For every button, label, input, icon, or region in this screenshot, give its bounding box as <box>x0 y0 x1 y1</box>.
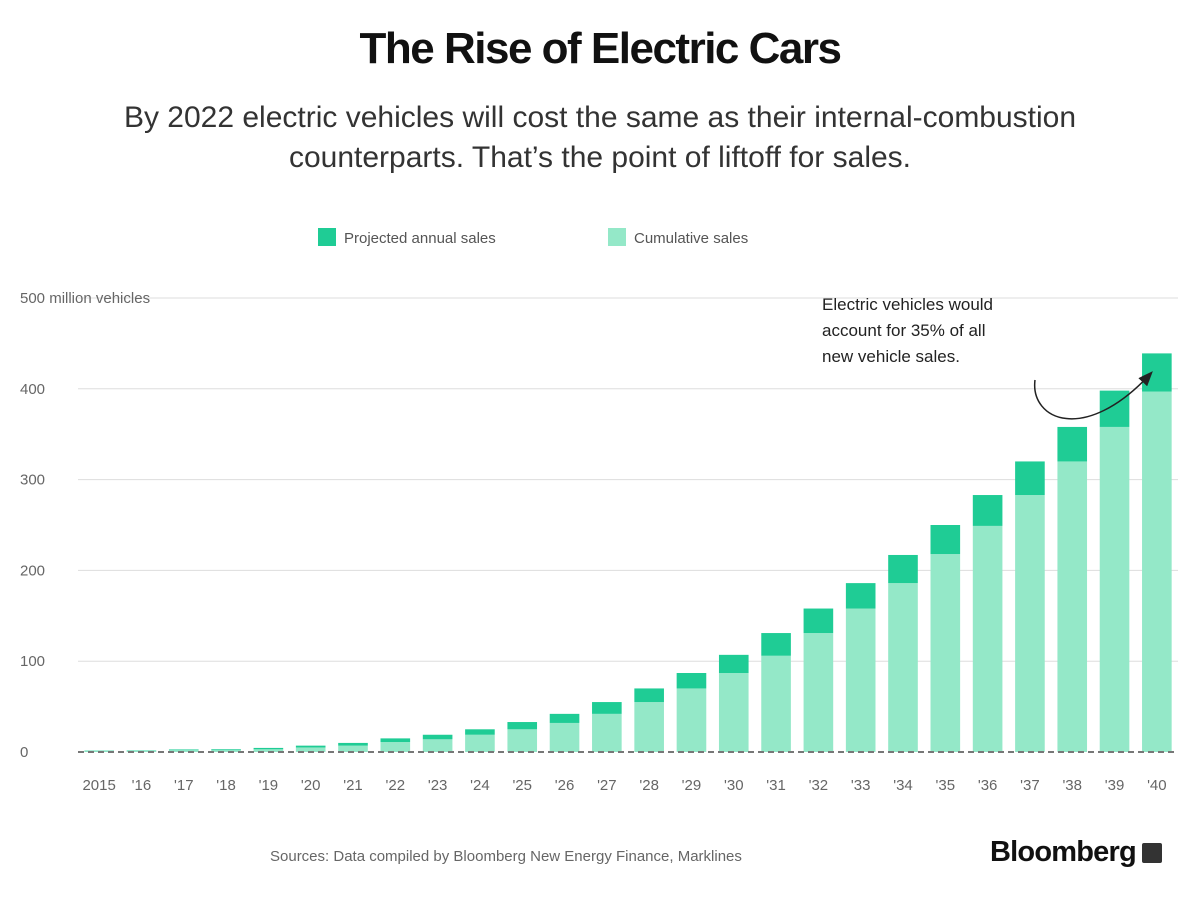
bar-annual <box>465 729 495 734</box>
x-tick-label: '18 <box>216 777 236 794</box>
x-tick-label: '32 <box>809 777 829 794</box>
bar-annual <box>423 735 453 740</box>
bar-cumulative <box>381 742 411 752</box>
x-tick-label: '31 <box>766 777 786 794</box>
bar-cumulative <box>1057 461 1087 752</box>
bar-cumulative <box>1015 495 1045 752</box>
bar-cumulative <box>973 526 1003 752</box>
bar-annual <box>888 555 918 583</box>
bar-annual <box>211 749 241 750</box>
bar-annual <box>677 673 707 688</box>
gridlines: 0 100 200 300 400 500 million vehicles <box>20 290 1178 761</box>
x-tick-label: '36 <box>978 777 998 794</box>
bar-annual <box>1057 427 1087 462</box>
x-tick-label: '34 <box>893 777 913 794</box>
x-tick-label: '33 <box>851 777 871 794</box>
x-tick-label: '20 <box>301 777 321 794</box>
x-tick-label: '25 <box>512 777 532 794</box>
bar-annual <box>296 746 326 748</box>
x-tick-label: '23 <box>428 777 448 794</box>
bar-cumulative <box>592 714 622 752</box>
annotation-text: account for 35% of all <box>822 321 985 340</box>
legend-swatch <box>608 228 626 246</box>
x-tick-label: '21 <box>343 777 363 794</box>
legend-label: Projected annual sales <box>344 230 496 247</box>
legend-swatch <box>318 228 336 246</box>
bar-cumulative <box>804 633 834 752</box>
y-tick-label: 0 <box>20 744 28 761</box>
x-tick-label: '24 <box>470 777 490 794</box>
x-tick-label: '17 <box>174 777 194 794</box>
bar-annual <box>931 525 961 554</box>
annotation-text: new vehicle sales. <box>822 347 960 366</box>
x-tick-label: '38 <box>1062 777 1082 794</box>
x-tick-label: '35 <box>936 777 956 794</box>
sources-note: Sources: Data compiled by Bloomberg New … <box>270 848 742 865</box>
bar-annual <box>338 743 368 746</box>
bar-cumulative <box>465 735 495 752</box>
y-axis-label: 500 million vehicles <box>20 290 150 307</box>
bar-cumulative <box>507 729 537 752</box>
bar-annual <box>254 748 284 749</box>
bars: 2015 '16 '17 '18 '19 '20 '21 '22 '23 '24 '25 '26 '27… <box>82 353 1171 794</box>
bar-annual <box>1100 391 1130 427</box>
x-tick-label: '27 <box>597 777 617 794</box>
legend: Projected annual sales Cumulative sales <box>318 228 748 247</box>
x-tick-label: '26 <box>555 777 575 794</box>
bar-annual <box>592 702 622 714</box>
x-tick-label: 2015 <box>82 777 115 794</box>
bar-annual <box>550 714 580 723</box>
y-tick-label: 100 <box>20 653 45 670</box>
x-tick-label: '28 <box>639 777 659 794</box>
annotation-text: Electric vehicles would <box>822 295 993 314</box>
bar-annual <box>507 722 537 729</box>
legend-label: Cumulative sales <box>634 230 748 247</box>
x-tick-label: '37 <box>1020 777 1040 794</box>
bar-cumulative <box>211 750 241 752</box>
x-tick-label: '16 <box>132 777 152 794</box>
y-tick-label: 200 <box>20 562 45 579</box>
bar-cumulative <box>931 554 961 752</box>
x-tick-label: '40 <box>1147 777 1167 794</box>
x-tick-label: '39 <box>1105 777 1125 794</box>
bar-annual <box>719 655 749 673</box>
bar-cumulative <box>846 609 876 752</box>
x-tick-label: '30 <box>724 777 744 794</box>
x-tick-label: '29 <box>682 777 702 794</box>
bar-cumulative <box>719 673 749 752</box>
bar-annual <box>973 495 1003 526</box>
bar-cumulative <box>634 702 664 752</box>
bar-annual <box>381 738 411 742</box>
bar-cumulative <box>677 688 707 752</box>
bar-annual <box>169 749 199 750</box>
brand-name: Bloomberg <box>990 836 1136 869</box>
bar-cumulative <box>550 723 580 752</box>
bar-cumulative <box>423 739 453 752</box>
bloomberg-mark-icon <box>1142 843 1162 863</box>
bar-annual <box>761 633 791 656</box>
bar-annual <box>1142 353 1172 391</box>
x-tick-label: '22 <box>386 777 406 794</box>
x-tick-label: '19 <box>259 777 279 794</box>
bar-cumulative <box>761 656 791 752</box>
bar-annual <box>634 688 664 702</box>
bar-cumulative <box>888 583 918 752</box>
bar-annual <box>804 609 834 634</box>
annotation-arrow <box>1035 373 1151 418</box>
y-tick-label: 300 <box>20 472 45 489</box>
bloomberg-logo: Bloomberg <box>990 836 1162 869</box>
bar-annual <box>1015 461 1045 495</box>
y-tick-label: 400 <box>20 381 45 398</box>
chart: Projected annual sales Cumulative sales 0… <box>0 0 1200 900</box>
bar-annual <box>846 583 876 608</box>
bar-cumulative <box>1142 392 1172 752</box>
bar-cumulative <box>1100 427 1130 752</box>
